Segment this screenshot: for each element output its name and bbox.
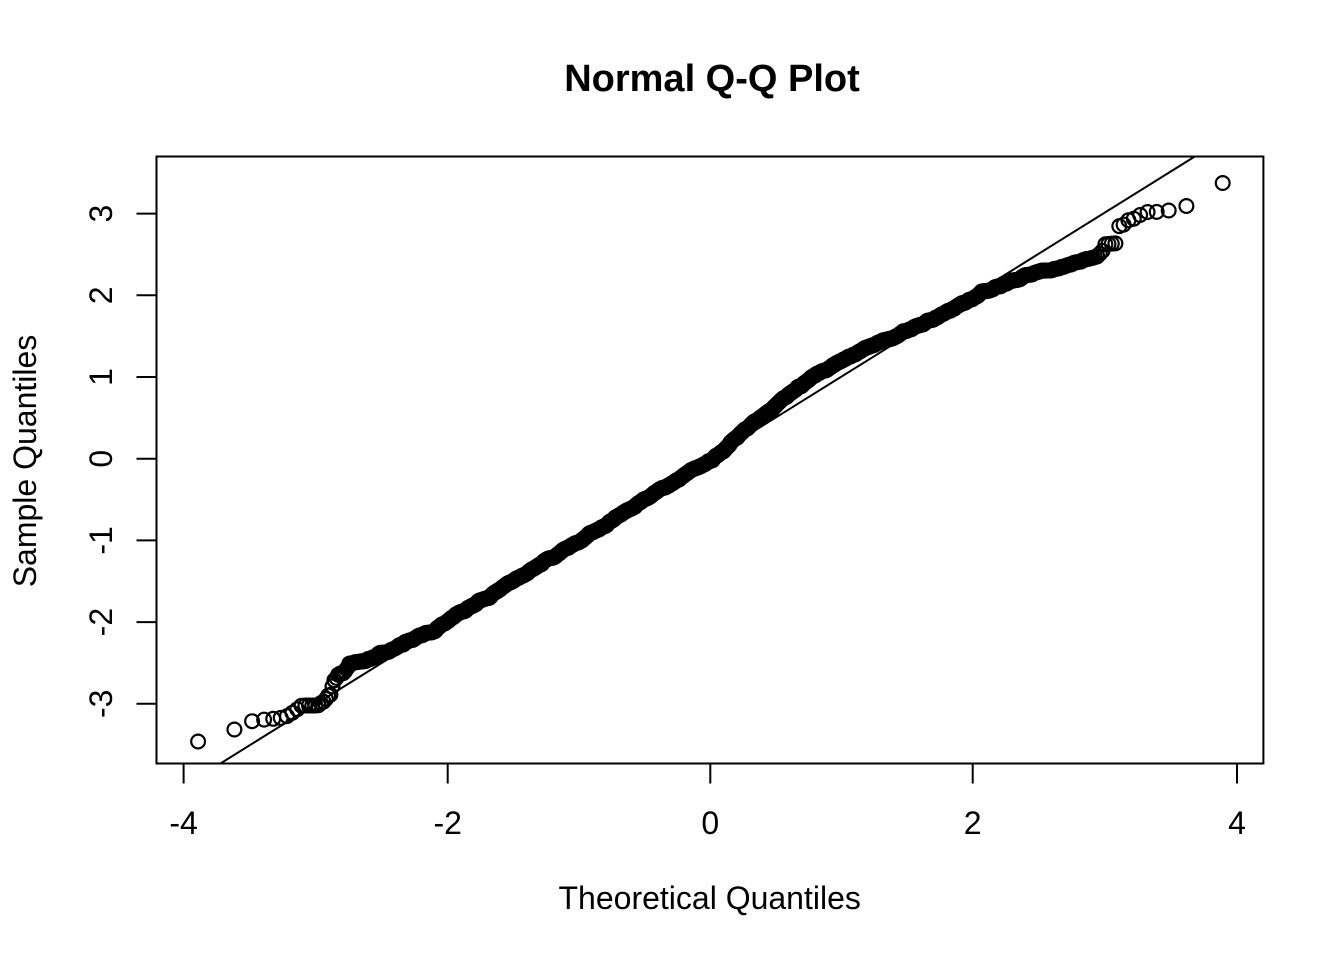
svg-text:4: 4 (1228, 805, 1246, 841)
svg-text:Sample Quantiles: Sample Quantiles (7, 335, 43, 588)
svg-text:-4: -4 (169, 805, 197, 841)
svg-text:-2: -2 (433, 805, 461, 841)
svg-text:3: 3 (83, 205, 119, 223)
svg-text:0: 0 (83, 450, 119, 468)
svg-text:-3: -3 (83, 690, 119, 718)
svg-text:-2: -2 (83, 608, 119, 636)
svg-text:Theoretical Quantiles: Theoretical Quantiles (559, 880, 861, 916)
svg-text:Normal Q-Q Plot: Normal Q-Q Plot (564, 58, 860, 100)
svg-text:2: 2 (83, 286, 119, 304)
svg-text:0: 0 (701, 805, 719, 841)
svg-text:1: 1 (83, 368, 119, 386)
svg-text:-1: -1 (83, 526, 119, 554)
svg-text:2: 2 (964, 805, 982, 841)
